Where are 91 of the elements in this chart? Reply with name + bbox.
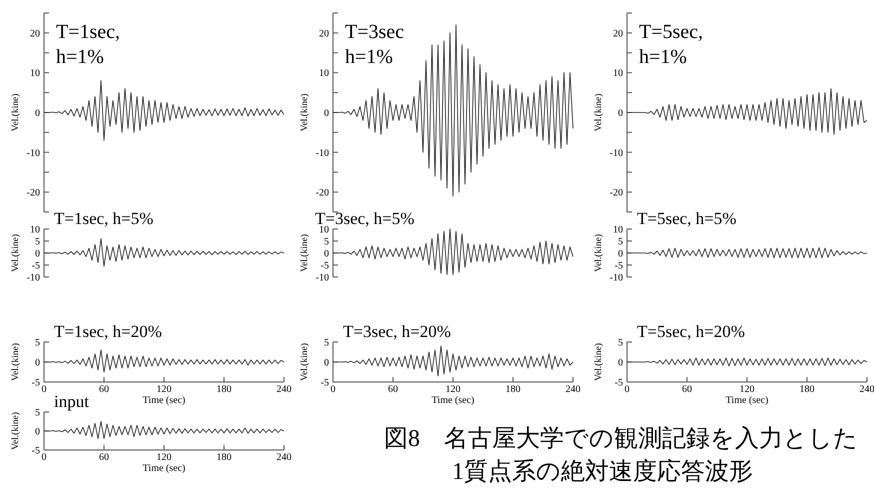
line-series [44,350,284,372]
y-axis-title: Vel.(kine) [594,234,604,272]
y-tick-label: -20 [610,188,623,199]
line-series [332,228,574,275]
y-tick-label: -10 [316,272,329,284]
x-tick-label: 120 [446,384,460,395]
x-axis-title: Time (sec) [142,463,186,474]
y-axis-title: Vel.(kine) [11,94,21,132]
y-tick-label: 5 [618,338,623,348]
y-axis-title: Vel.(kine) [11,412,21,450]
x-axis-title: Time (sec) [726,395,768,406]
y-tick-label: 0 [618,358,623,368]
x-tick-label: 180 [216,452,232,463]
y-axis-title: Vel.(kine) [594,343,604,381]
y-tick-label: 0 [324,248,329,260]
y-tick-label: 5 [35,338,40,348]
y-tick-label: 10 [319,68,329,80]
line-series [332,346,574,376]
chart-title: T=5sec, h=5% [637,209,736,228]
line-series [44,80,284,141]
y-tick-label: 0 [35,358,40,368]
text: T=1sec, h=1% [56,21,120,68]
line-series [332,24,574,196]
y-axis-title: Vel.(kine) [594,94,604,132]
line-series [44,238,284,267]
x-axis-title: Time (sec) [432,395,474,406]
line-series [626,247,868,258]
chart-title: T=3sec, h=20% [343,322,451,341]
y-tick-label: -5 [32,378,40,388]
y-tick-label: -20 [316,188,329,199]
y-tick-label: -10 [316,148,329,159]
y-axis-title: Vel.(kine) [11,234,21,272]
x-tick-label: 60 [388,384,398,395]
caption: 図8 名古屋大学での観測記録を入力とした 1質点系の絶対速度応答波形 [384,425,858,485]
y-tick-label: 0 [35,426,40,438]
y-tick-label: -5 [320,260,329,272]
chart-title: T=1sec, h=5% [54,209,154,228]
line-series [626,358,868,366]
y-tick-label: 20 [319,28,329,40]
x-tick-label: 120 [740,384,754,395]
y-tick-label: 5 [35,408,40,418]
chart-title: T=1sec, h=20% [54,322,162,341]
line-series [44,421,284,439]
y-tick-label: -5 [320,378,329,388]
y-tick-label: 0 [35,108,40,119]
y-tick-label: 20 [30,28,40,40]
y-tick-label: 10 [613,68,623,80]
y-tick-label: 0 [35,248,40,260]
y-tick-label: 0 [618,108,623,119]
y-tick-label: -10 [26,272,40,284]
x-tick-label: 60 [99,452,109,463]
y-tick-label: -5 [614,378,623,388]
line-series [626,88,868,135]
y-tick-label: -10 [26,148,40,159]
y-axis-title: Vel.(kine) [11,343,21,381]
y-tick-label: 5 [35,236,40,248]
chart-title: T=5sec, h=20% [637,322,745,341]
x-tick-label: 60 [682,384,692,395]
y-tick-label: -20 [26,188,40,199]
x-tick-label: 120 [156,384,172,395]
x-tick-label: 120 [156,452,172,463]
x-axis-title: Time (sec) [142,395,186,406]
text: T=3sec h=1% [345,21,404,68]
x-tick-label: 180 [216,384,232,395]
y-tick-label: 0 [324,108,329,119]
y-tick-label: -10 [610,148,623,159]
x-tick-label: 240 [566,384,580,395]
x-tick-label: 240 [276,384,292,395]
y-tick-label: -10 [610,272,623,284]
y-axis-title: Vel.(kine) [300,343,310,381]
y-tick-label: 5 [618,236,623,248]
y-tick-label: 10 [30,68,40,80]
y-tick-label: -5 [614,260,623,272]
y-tick-label: 10 [30,224,40,236]
text: T=5sec, h=1% [639,21,704,68]
y-tick-label: 0 [324,358,329,368]
y-tick-label: -5 [32,446,40,456]
y-tick-label: 10 [613,224,623,236]
y-tick-label: 0 [618,248,623,260]
y-tick-label: 5 [324,236,329,248]
x-tick-label: 180 [800,384,814,395]
y-tick-label: 5 [324,338,329,348]
chart-title: input [54,392,90,411]
x-tick-label: 60 [99,384,109,395]
y-axis-title: Vel.(kine) [300,94,310,132]
y-tick-label: -5 [32,260,40,272]
y-axis-title: Vel.(kine) [300,234,310,272]
x-tick-label: 180 [506,384,520,395]
y-tick-label: 20 [613,28,623,40]
x-tick-label: 240 [860,384,874,395]
x-tick-label: 240 [276,452,292,463]
